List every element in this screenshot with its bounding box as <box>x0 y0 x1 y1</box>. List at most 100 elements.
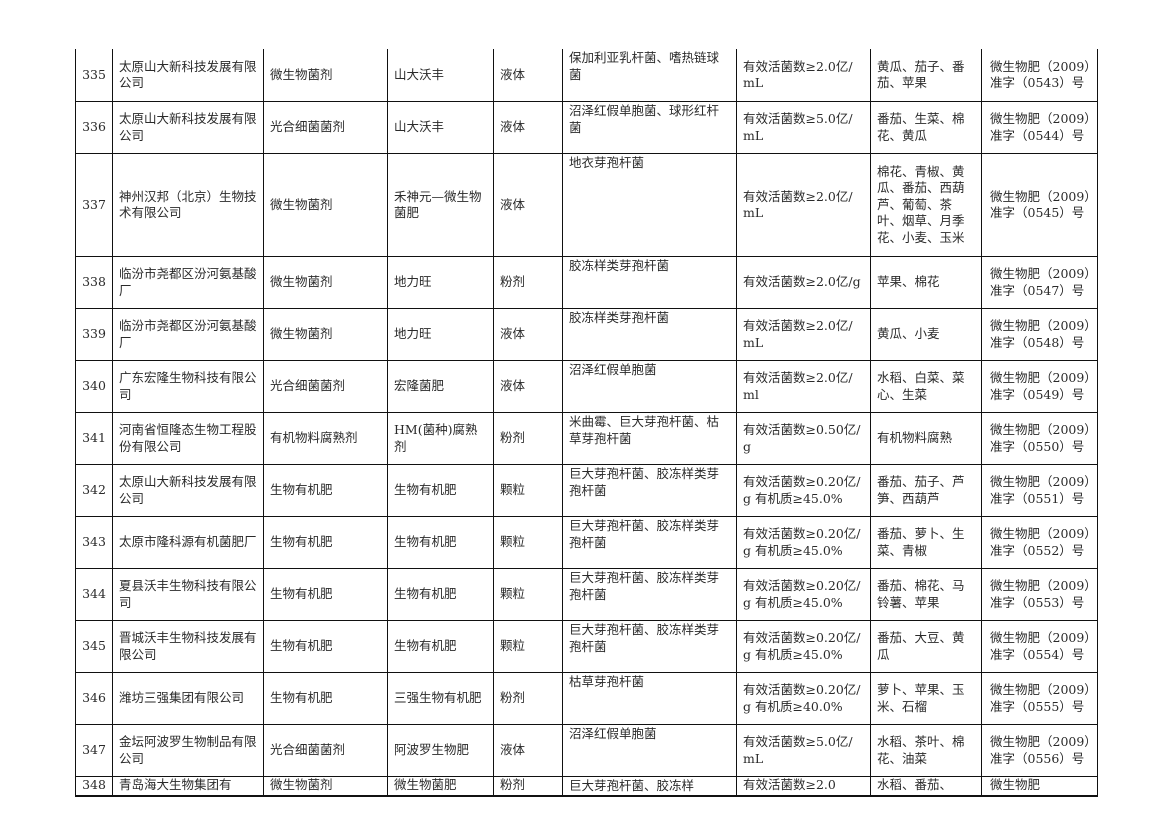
certificate-number: 微生物肥（2009）准字（0543）号 <box>981 49 1098 102</box>
row-number: 335 <box>75 49 113 102</box>
company-name: 临汾市尧都区汾河氨基酸厂 <box>112 256 264 309</box>
product-form: 颗粒 <box>493 568 563 621</box>
active-content: 有效活菌数≥5.0亿/mL <box>736 724 871 777</box>
company-name: 潍坊三强集团有限公司 <box>112 672 264 725</box>
row-number: 338 <box>75 256 113 309</box>
certificate-number: 微生物肥（2009）准字（0544）号 <box>981 101 1098 154</box>
row-number: 340 <box>75 360 113 413</box>
company-name: 广东宏隆生物科技有限公司 <box>112 360 264 413</box>
applicable-crops: 番茄、萝卜、生菜、青椒 <box>870 516 982 569</box>
registration-table: 335 太原山大新科技发展有限公司 微生物菌剂 山大沃丰 液体 保加利亚乳杆菌、嗜热链球菌… <box>75 49 1098 797</box>
product-name: 生物有机肥 <box>387 568 494 621</box>
strain-name: 保加利亚乳杆菌、嗜热链球菌 <box>562 49 737 102</box>
product-form: 粉剂 <box>493 672 563 725</box>
product-name: 生物有机肥 <box>387 516 494 569</box>
applicable-crops: 番茄、生菜、棉花、黄瓜 <box>870 101 982 154</box>
company-name: 夏县沃丰生物科技有限公司 <box>112 568 264 621</box>
product-type: 微生物菌剂 <box>263 153 388 257</box>
table-row: 344 夏县沃丰生物科技有限公司 生物有机肥 生物有机肥 颗粒 巨大芽孢杆菌、胶冻样类芽孢… <box>75 568 1098 621</box>
active-content: 有效活菌数≥0.20亿/g 有机质≥45.0% <box>736 464 871 517</box>
product-type: 微生物菌剂 <box>263 49 388 102</box>
applicable-crops: 番茄、大豆、黄瓜 <box>870 620 982 673</box>
applicable-crops: 黄瓜、茄子、番茄、苹果 <box>870 49 982 102</box>
applicable-crops: 水稻、茶叶、棉花、油菜 <box>870 724 982 777</box>
product-type: 生物有机肥 <box>263 516 388 569</box>
product-name: 生物有机肥 <box>387 464 494 517</box>
strain-name: 胶冻样类芽孢杆菌 <box>562 256 737 309</box>
certificate-number: 微生物肥（2009）准字（0549）号 <box>981 360 1098 413</box>
strain-name: 巨大芽孢杆菌、胶冻样类芽孢杆菌 <box>562 464 737 517</box>
active-content: 有效活菌数≥0.20亿/g 有机质≥40.0% <box>736 672 871 725</box>
table-row: 343 太原市隆科源有机菌肥厂 生物有机肥 生物有机肥 颗粒 巨大芽孢杆菌、胶冻样类芽孢杆… <box>75 516 1098 569</box>
applicable-crops: 水稻、白菜、菜心、生菜 <box>870 360 982 413</box>
product-type: 生物有机肥 <box>263 464 388 517</box>
certificate-number: 微生物肥（2009）准字（0547）号 <box>981 256 1098 309</box>
table-row: 347 金坛阿波罗生物制品有限公司 光合细菌菌剂 阿波罗生物肥 液体 沼泽红假单胞菌 有效活… <box>75 724 1098 777</box>
certificate-number: 微生物肥 <box>981 776 1098 797</box>
strain-name: 巨大芽孢杆菌、胶冻样 <box>562 776 737 797</box>
active-content: 有效活菌数≥2.0亿/g <box>736 256 871 309</box>
product-type: 生物有机肥 <box>263 568 388 621</box>
certificate-number: 微生物肥（2009）准字（0550）号 <box>981 412 1098 465</box>
active-content: 有效活菌数≥0.20亿/g 有机质≥45.0% <box>736 620 871 673</box>
certificate-number: 微生物肥（2009）准字（0555）号 <box>981 672 1098 725</box>
company-name: 晋城沃丰生物科技发展有限公司 <box>112 620 264 673</box>
applicable-crops: 黄瓜、小麦 <box>870 308 982 361</box>
company-name: 太原山大新科技发展有限公司 <box>112 49 264 102</box>
product-name: 山大沃丰 <box>387 49 494 102</box>
active-content: 有效活菌数≥5.0亿/mL <box>736 101 871 154</box>
company-name: 神州汉邦（北京）生物技术有限公司 <box>112 153 264 257</box>
product-type: 光合细菌菌剂 <box>263 101 388 154</box>
applicable-crops: 苹果、棉花 <box>870 256 982 309</box>
strain-name: 地衣芽孢杆菌 <box>562 153 737 257</box>
strain-name: 巨大芽孢杆菌、胶冻样类芽孢杆菌 <box>562 620 737 673</box>
certificate-number: 微生物肥（2009）准字（0552）号 <box>981 516 1098 569</box>
strain-name: 米曲霉、巨大芽孢杆菌、枯草芽孢杆菌 <box>562 412 737 465</box>
product-name: 地力旺 <box>387 308 494 361</box>
product-form: 液体 <box>493 360 563 413</box>
product-type: 微生物菌剂 <box>263 256 388 309</box>
applicable-crops: 有机物料腐熟 <box>870 412 982 465</box>
table-row: 336 太原山大新科技发展有限公司 光合细菌菌剂 山大沃丰 液体 沼泽红假单胞菌、球形红杆… <box>75 101 1098 154</box>
certificate-number: 微生物肥（2009）准字（0548）号 <box>981 308 1098 361</box>
company-name: 临汾市尧都区汾河氨基酸厂 <box>112 308 264 361</box>
row-number: 343 <box>75 516 113 569</box>
certificate-number: 微生物肥（2009）准字（0545）号 <box>981 153 1098 257</box>
strain-name: 巨大芽孢杆菌、胶冻样类芽孢杆菌 <box>562 516 737 569</box>
table-row: 348 青岛海大生物集团有 微生物菌剂 微生物菌肥 粉剂 巨大芽孢杆菌、胶冻样 有效活菌数≥… <box>75 776 1098 797</box>
product-name: 禾神元—微生物菌肥 <box>387 153 494 257</box>
table-row: 342 太原山大新科技发展有限公司 生物有机肥 生物有机肥 颗粒 巨大芽孢杆菌、胶冻样类芽… <box>75 464 1098 517</box>
strain-name: 枯草芽孢杆菌 <box>562 672 737 725</box>
active-content: 有效活菌数≥0.20亿/g 有机质≥45.0% <box>736 568 871 621</box>
product-name: 宏隆菌肥 <box>387 360 494 413</box>
product-name: HM(菌种)腐熟剂 <box>387 412 494 465</box>
table-row: 339 临汾市尧都区汾河氨基酸厂 微生物菌剂 地力旺 液体 胶冻样类芽孢杆菌 有效活菌数≥2… <box>75 308 1098 361</box>
row-number: 341 <box>75 412 113 465</box>
product-type: 光合细菌菌剂 <box>263 724 388 777</box>
product-type: 微生物菌剂 <box>263 308 388 361</box>
company-name: 金坛阿波罗生物制品有限公司 <box>112 724 264 777</box>
product-form: 粉剂 <box>493 412 563 465</box>
certificate-number: 微生物肥（2009）准字（0556）号 <box>981 724 1098 777</box>
certificate-number: 微生物肥（2009）准字（0553）号 <box>981 568 1098 621</box>
row-number: 346 <box>75 672 113 725</box>
row-number: 348 <box>75 776 113 797</box>
active-content: 有效活菌数≥2.0亿/mL <box>736 308 871 361</box>
table-row: 337 神州汉邦（北京）生物技术有限公司 微生物菌剂 禾神元—微生物菌肥 液体 地衣芽孢杆… <box>75 153 1098 257</box>
certificate-number: 微生物肥（2009）准字（0554）号 <box>981 620 1098 673</box>
row-number: 342 <box>75 464 113 517</box>
product-name: 微生物菌肥 <box>387 776 494 797</box>
product-form: 颗粒 <box>493 464 563 517</box>
company-name: 太原山大新科技发展有限公司 <box>112 101 264 154</box>
row-number: 344 <box>75 568 113 621</box>
company-name: 河南省恒隆态生物工程股份有限公司 <box>112 412 264 465</box>
strain-name: 胶冻样类芽孢杆菌 <box>562 308 737 361</box>
row-number: 337 <box>75 153 113 257</box>
active-content: 有效活菌数≥2.0亿/ml <box>736 360 871 413</box>
strain-name: 巨大芽孢杆菌、胶冻样类芽孢杆菌 <box>562 568 737 621</box>
product-name: 生物有机肥 <box>387 620 494 673</box>
table-row: 335 太原山大新科技发展有限公司 微生物菌剂 山大沃丰 液体 保加利亚乳杆菌、嗜热链球菌… <box>75 49 1098 102</box>
product-type: 生物有机肥 <box>263 620 388 673</box>
row-number: 345 <box>75 620 113 673</box>
product-name: 三强生物有机肥 <box>387 672 494 725</box>
